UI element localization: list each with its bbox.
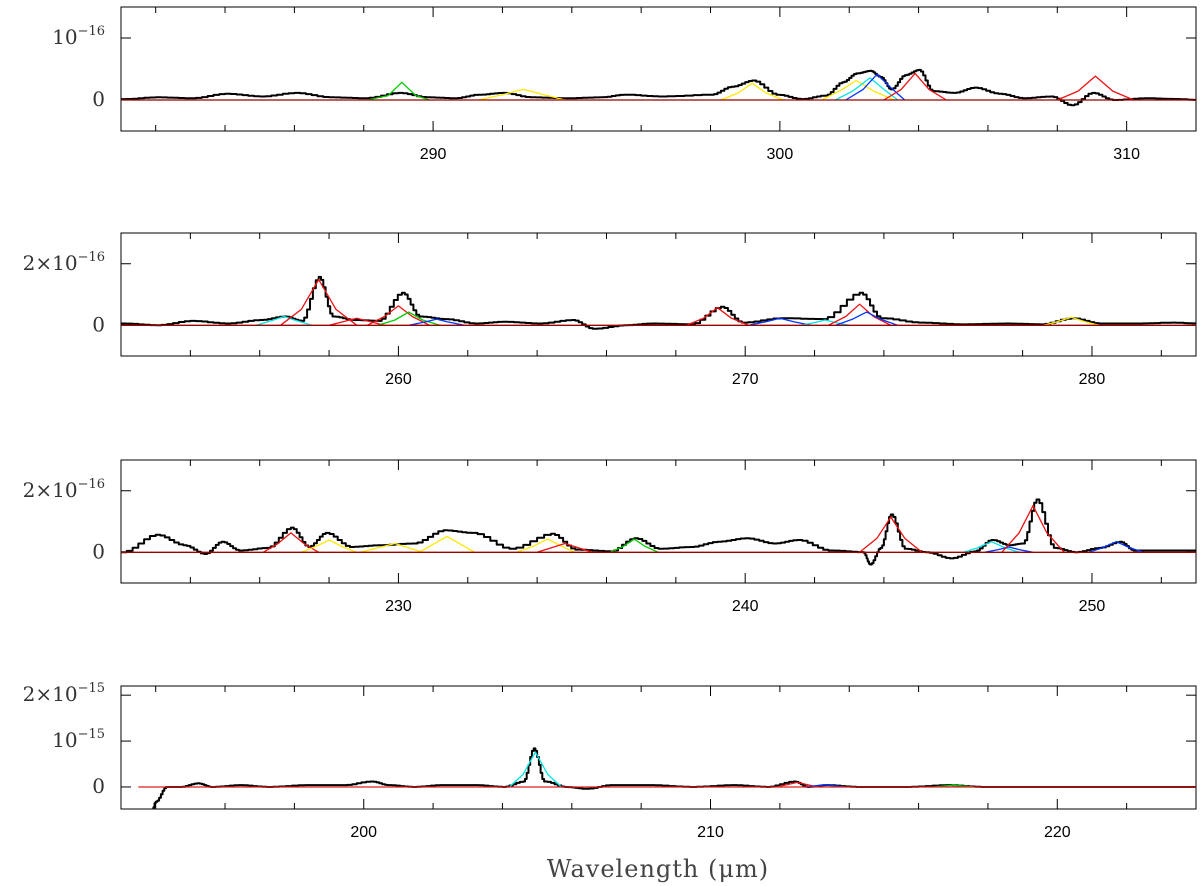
fit-component-line: [256, 315, 312, 326]
fit-component-line: [516, 538, 576, 553]
fit-component-line: [360, 542, 423, 553]
y-tick-label: 2×10−16: [23, 477, 105, 502]
spectrum-line: [121, 68, 1196, 107]
y-tick-label: 0: [92, 87, 105, 111]
fit-component-line: [366, 305, 430, 326]
plot-frame: [120, 685, 1197, 810]
x-tick-label: 300: [767, 146, 794, 163]
x-tick-label: 220: [1044, 824, 1071, 841]
plot-frame: [120, 459, 1197, 584]
x-tick-label: 260: [385, 371, 412, 388]
plot-frame: [120, 6, 1197, 132]
fit-component-line: [408, 318, 465, 326]
fit-component-line: [835, 77, 899, 101]
x-axis-label: Wavelength (μm): [547, 855, 769, 883]
y-tick-label: 2×10−16: [23, 250, 105, 275]
fit-component-line: [984, 546, 1034, 553]
plot-frame: [120, 232, 1197, 357]
y-tick-label: 2×10−15: [23, 681, 105, 706]
x-tick-label: 250: [1079, 598, 1106, 615]
fit-component-line: [1043, 316, 1100, 326]
fit-component-line: [845, 73, 906, 101]
fit-component-line: [883, 72, 947, 101]
fit-component-line: [262, 532, 320, 553]
fit-component-line: [828, 303, 892, 326]
fit-component-line: [776, 781, 819, 788]
panel-1: 290 300 310 0 10−16: [52, 6, 1197, 163]
spectrum-line: [152, 747, 1196, 809]
spectrum-line: [121, 275, 1196, 330]
fit-component-line: [536, 542, 593, 553]
series-group: [121, 275, 1196, 330]
panel-2: 260 270 280 0 2×10−16: [23, 232, 1197, 388]
fit-component-line: [821, 79, 895, 101]
fit-component-line: [418, 535, 476, 553]
fit-component-line: [609, 538, 659, 553]
x-tick-label: 310: [1113, 146, 1140, 163]
x-tick-label: 290: [420, 146, 447, 163]
x-tick-label: 270: [732, 371, 759, 388]
x-tick-label: 240: [732, 598, 759, 615]
panel-3: 230 240 250 0 2×10−16: [23, 459, 1197, 615]
panel-4: 200 210 220 0 10−15 2×10−15: [23, 681, 1197, 841]
fit-component-line: [963, 541, 1020, 553]
fit-component-line: [1088, 541, 1145, 553]
fit-component-line: [301, 539, 358, 553]
spectrum-line: [121, 498, 1196, 566]
fit-component-line: [1001, 505, 1065, 553]
y-tick-label: 0: [92, 312, 105, 336]
fit-component-line: [748, 317, 812, 326]
fit-component-line: [720, 82, 784, 101]
fit-component-line: [367, 81, 430, 101]
x-tick-label: 280: [1079, 371, 1106, 388]
y-tick-label: 10−16: [52, 24, 105, 49]
fit-component-line: [859, 516, 923, 553]
fit-component-line: [685, 307, 749, 326]
fit-component-line: [804, 784, 846, 788]
series-group: [121, 68, 1196, 107]
series-group: [138, 747, 1196, 809]
x-tick-label: 200: [350, 824, 377, 841]
y-tick-label: 0: [92, 539, 105, 563]
fit-component-line: [280, 278, 358, 326]
x-tick-label: 230: [385, 598, 412, 615]
fit-component-line: [835, 311, 899, 326]
series-group: [121, 498, 1196, 566]
fit-component-line: [1057, 75, 1134, 101]
x-tick-label: 210: [697, 824, 724, 841]
y-tick-label: 10−15: [52, 727, 105, 752]
y-tick-label: 0: [92, 774, 105, 798]
fit-component-line: [508, 751, 562, 788]
fit-component-line: [478, 88, 566, 101]
